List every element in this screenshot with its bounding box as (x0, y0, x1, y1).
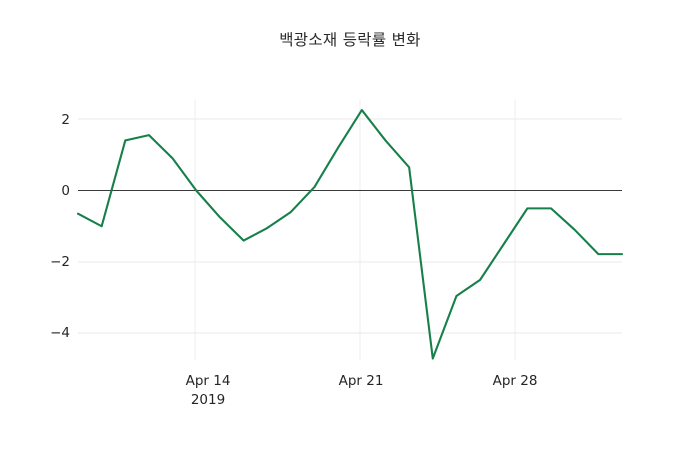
data-series-line (76, 109, 624, 360)
xtick-label-apr21: Apr 21 (339, 373, 384, 389)
x-axis-labels: Apr 14 2019 Apr 21 Apr 28 (186, 373, 538, 408)
ytick-label-minus4: −4 (50, 325, 70, 341)
chart-title: 백광소재 등락률 변화 (279, 31, 421, 49)
ytick-label-minus2: −2 (50, 254, 70, 270)
x-gridlines (194, 100, 516, 360)
xtick-label-apr28: Apr 28 (493, 373, 538, 389)
ytick-label-0: 0 (61, 183, 70, 199)
xtick-sublabel-year: 2019 (191, 392, 225, 408)
y-axis-labels: 2 0 −2 −4 (50, 112, 70, 341)
ytick-label-2: 2 (61, 112, 70, 128)
y-gridlines (78, 118, 622, 334)
xtick-label-apr14: Apr 14 (186, 373, 231, 389)
